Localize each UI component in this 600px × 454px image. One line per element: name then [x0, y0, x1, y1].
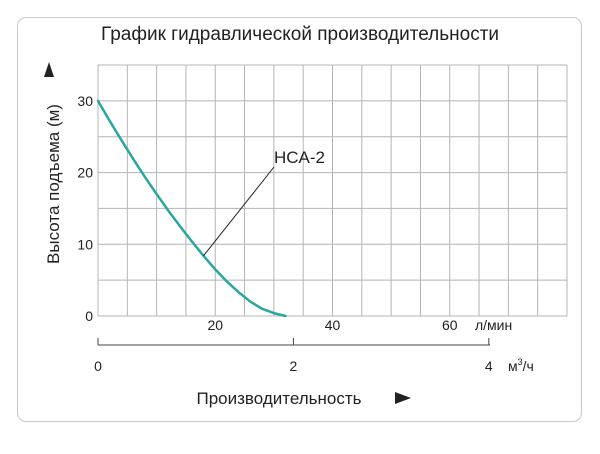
curve-group: HCA-2 — [96, 99, 325, 318]
x-m3h-tick-label: 4 — [485, 358, 493, 374]
chart-frame — [17, 17, 582, 422]
x-m3h-unit-tail: /ч — [523, 358, 534, 374]
series-leader-line — [203, 166, 275, 257]
x-lpm-ticks: 20 40 60 — [207, 317, 457, 333]
x-lpm-tick-label: 40 — [325, 317, 341, 333]
x-lpm-tick-label: 60 — [442, 317, 458, 333]
x-m3h-tick-label: 0 — [94, 358, 102, 374]
y-tick-label: 10 — [77, 236, 93, 252]
x-m3h-tick-label: 2 — [290, 358, 298, 374]
y-tick-label: 20 — [77, 165, 93, 181]
series-label: HCA-2 — [274, 148, 325, 167]
x-lpm-unit: л/мин — [475, 317, 512, 333]
x-m3h-unit: м3/ч — [508, 357, 534, 374]
x-lpm-tick-label: 20 — [207, 317, 223, 333]
y-ticks: 30 20 10 0 — [77, 93, 93, 324]
x-m3h-unit-sup: 3 — [518, 357, 523, 367]
m3h-ticks: 0 2 4 — [94, 338, 493, 374]
y-axis-label-group: Высота подъема (м) — [44, 104, 63, 264]
y-axis-arrow-icon — [44, 62, 54, 77]
x-m3h-unit-base: м — [508, 358, 518, 374]
series-line — [96, 99, 287, 318]
y-tick-label: 30 — [77, 93, 93, 109]
y-axis-label: Высота подъема (м) — [44, 104, 63, 264]
chart-title: График гидравлической производительности — [101, 24, 499, 45]
x-axis-arrow-icon — [395, 392, 411, 404]
y-tick-label: 0 — [85, 308, 93, 324]
x-axis-label: Производительность — [196, 389, 361, 408]
grid — [97, 64, 568, 317]
